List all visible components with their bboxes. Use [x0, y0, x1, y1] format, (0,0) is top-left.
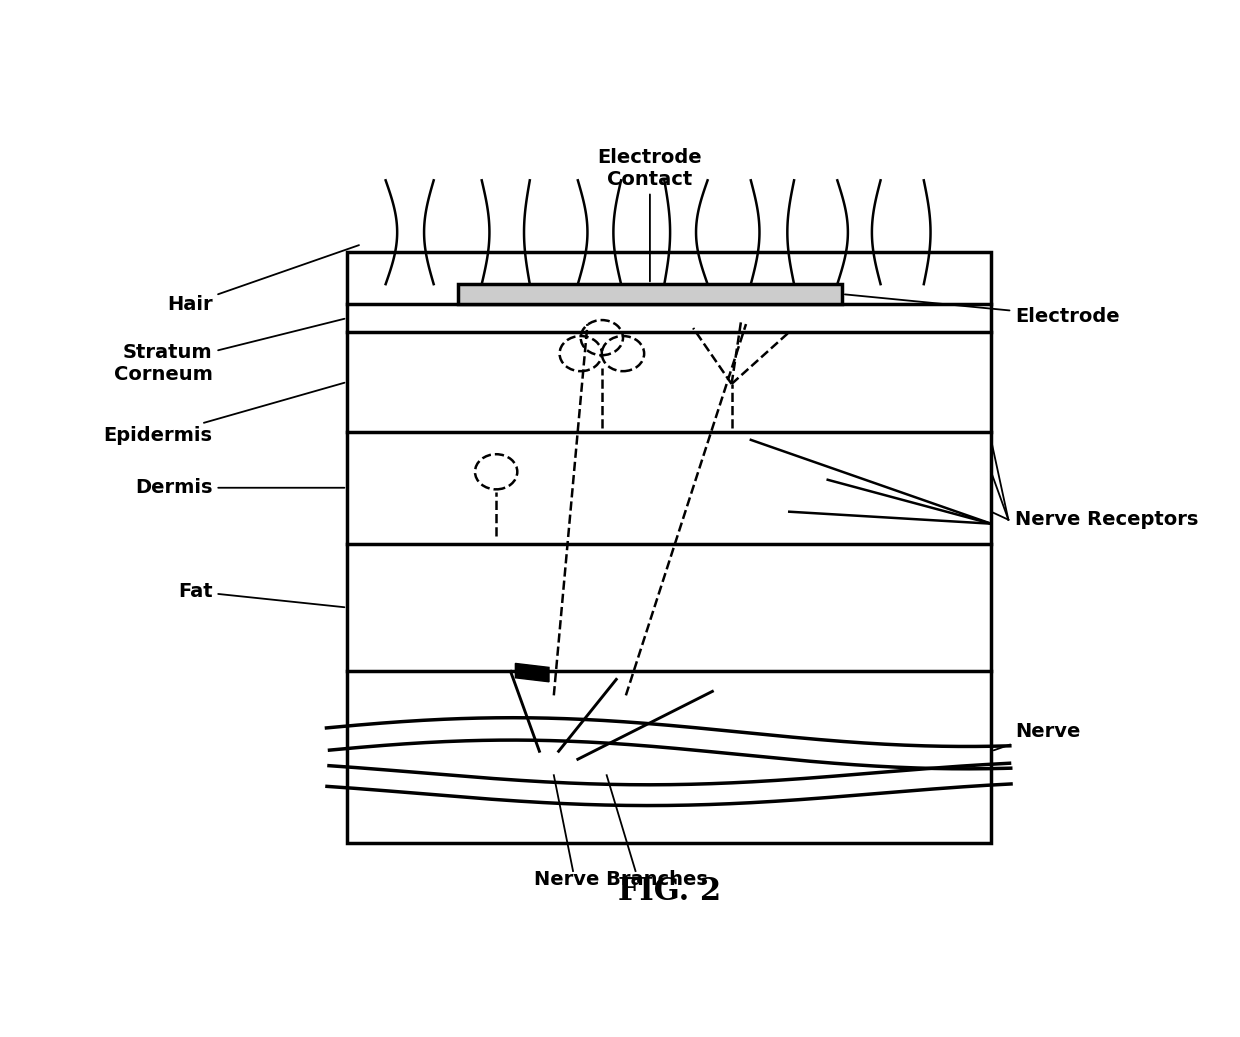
Text: Electrode
Contact: Electrode Contact — [598, 148, 702, 281]
Text: Stratum
Corneum: Stratum Corneum — [114, 318, 345, 385]
Text: Nerve: Nerve — [993, 722, 1080, 751]
Text: Nerve Branches: Nerve Branches — [534, 869, 708, 889]
Text: Epidermis: Epidermis — [104, 383, 345, 445]
Text: Hair: Hair — [167, 245, 360, 313]
Text: Nerve Receptors: Nerve Receptors — [1016, 510, 1199, 529]
Text: FIG. 2: FIG. 2 — [618, 876, 720, 907]
Bar — [347, 252, 991, 843]
Text: Fat: Fat — [179, 582, 345, 608]
Text: Dermis: Dermis — [135, 478, 345, 498]
Polygon shape — [516, 664, 549, 681]
Text: Electrode: Electrode — [844, 295, 1120, 326]
Bar — [458, 284, 842, 304]
